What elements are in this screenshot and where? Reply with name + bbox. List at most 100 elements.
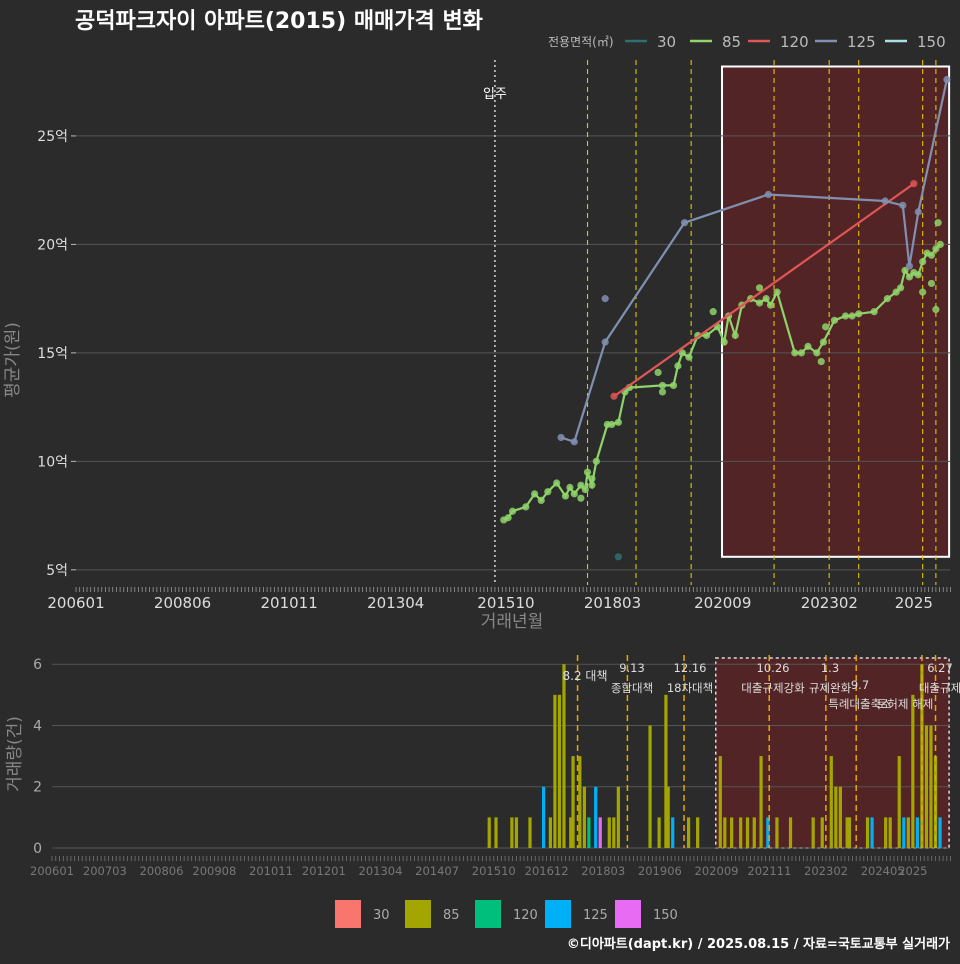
data-point-85 [658,388,667,396]
x-tick-label-volume: 202009 [695,864,739,878]
legend-swatch-volume-150 [615,900,641,928]
x-tick-label-volume: 201906 [638,864,682,878]
volume-bar [487,817,491,848]
y-tick-label-volume: 0 [33,841,42,857]
policy-annotation-date: 9.13 [619,661,645,675]
move-in-label: 입주 [483,87,507,102]
x-tick-label-volume: 200806 [140,864,184,878]
data-point-85 [566,483,574,491]
volume-bar [686,817,691,848]
data-point-85 [817,357,825,366]
data-point-85 [755,284,764,292]
legend-label-volume-30: 30 [373,908,390,923]
volume-bar [811,817,815,848]
y-tick-label-volume: 4 [33,718,42,734]
data-point-85 [919,258,927,266]
data-point-85 [932,305,940,314]
data-point-85 [897,284,905,292]
series-line-120 [613,182,915,398]
data-point-85 [797,349,805,357]
price-panel: 5억 10억 15억 20억 25억 200601 200806 201011 201304 20… [37,60,951,612]
volume-bar [915,817,919,848]
volume-bar [788,817,793,848]
x-tick-label-volume: 201612 [525,864,569,878]
volume-bar [541,786,546,848]
legend-label-85: 85 [722,33,741,51]
x-tick-label: 2025 [895,594,933,612]
data-point-85 [592,457,600,465]
volume-bar [594,786,598,848]
y-tick-label: 5억 [46,563,68,579]
data-point-85 [522,503,530,511]
volume-bar [528,817,532,848]
policy-annotation-text: 종합대책 [611,681,653,695]
data-point-85 [830,316,839,324]
x-tick-label: 200806 [154,594,211,612]
volume-bar [745,817,750,848]
data-point-85 [822,323,830,331]
volume-bar [666,786,670,848]
x-axis-label-price: 거래년월 [481,612,544,632]
data-point-125 [764,190,772,199]
data-point-125 [570,438,578,446]
data-point-85 [588,475,596,483]
volume-bar [834,786,838,848]
chart-title: 공덕파크자이 아파트(2015) 매매가격 변화 [75,9,483,34]
legend-swatch-volume-120 [475,900,501,928]
x-tick-label: 201803 [584,594,641,612]
x-tick-label-volume: 201304 [359,864,403,878]
data-point-85 [914,271,922,279]
volume-bar [696,817,700,848]
data-point-125 [557,433,565,442]
x-tick-label: 201011 [261,594,318,612]
series-line-125 [560,79,948,444]
volume-bar [929,725,933,848]
legend-label-volume-150: 150 [653,908,678,923]
volume-bar [730,817,734,848]
data-point-85 [919,288,927,296]
volume-bar [582,786,586,848]
volume-bar [598,817,602,848]
volume-bar [845,817,849,848]
data-point-85 [791,349,799,357]
y-axis-label-volume: 거래량(건) [5,716,25,792]
data-point-85 [927,279,936,288]
data-point-85 [614,418,622,426]
volume-bar [657,817,661,848]
data-point-85 [892,288,900,296]
volume-bar [884,817,888,848]
x-tick-label: 201510 [477,594,534,612]
volume-bar [759,756,763,848]
policy-annotation-text: 특례대출축소 [828,697,891,711]
data-point-85 [577,481,585,489]
volume-bar [938,817,942,848]
volume-bar [648,725,652,848]
policy-annotation-text: 규제완화 [809,681,852,695]
volume-bar [739,817,743,848]
data-point-85 [581,485,589,494]
volume-bar [723,817,727,848]
y-tick-label-volume: 6 [33,657,42,673]
data-point-85 [932,245,940,253]
volume-bar [607,817,611,848]
volume-bar [718,756,722,848]
legend-label-30: 30 [657,33,676,51]
x-tick-label-volume: 201201 [302,864,346,878]
x-tick-label: 202009 [694,594,751,612]
legend-label-125: 125 [847,33,876,51]
volume-bar [752,817,756,848]
data-point-125 [601,338,609,346]
data-point-85 [901,266,909,275]
volume-panel: 0 2 4 6 200601 200703 200806 200908 201011 201201… [30,655,960,878]
volume-bar [924,725,929,848]
data-point-85 [544,488,552,496]
volume-bar [612,817,616,848]
policy-annotation-date: 9.7 [851,678,869,692]
data-point-85 [608,420,616,429]
volume-bar [906,817,910,848]
policy-annotation-text: 대출규제 [919,681,960,695]
data-point-125 [943,75,951,84]
data-point-85 [927,251,936,259]
data-point-85 [762,295,770,303]
